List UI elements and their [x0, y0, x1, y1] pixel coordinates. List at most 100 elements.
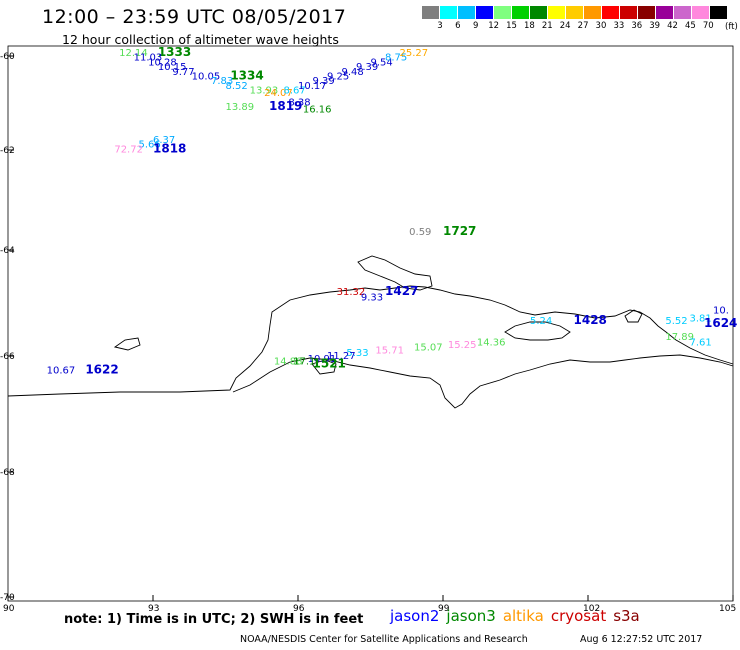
island-peninsula [624, 309, 643, 323]
legend-label-15: 70 [702, 21, 714, 31]
lon-label-0: 90 [3, 604, 15, 614]
lat-label-1: -62 [0, 146, 15, 156]
wave-height-value: 9.54 [371, 57, 393, 68]
pass-time-label: 1624 [704, 316, 737, 330]
wave-height-value: 10.05 [192, 72, 221, 83]
wave-height-value: 10.15 [158, 62, 187, 73]
legend-swatch-10 [602, 6, 620, 19]
legend-label-1: 6 [455, 21, 461, 31]
legend-label-6: 21 [541, 21, 553, 31]
legend-labels: 3 6 9 12 15 18 21 24 27 30 33 36 39 42 45 70 [431, 21, 728, 31]
wave-height-value: 14.36 [477, 337, 506, 348]
wave-height-value: 13.89 [226, 102, 255, 113]
lon-label-4: 102 [583, 604, 600, 614]
credit-line: NOAA/NESDIS Center for Satellite Applica… [240, 634, 528, 645]
lat-label-4: -68 [0, 468, 15, 478]
legend-unit: (ft) [725, 22, 738, 32]
legend-swatch-3 [476, 6, 494, 19]
antarctic-coastline [7, 255, 734, 409]
lon-label-3: 99 [438, 604, 450, 614]
legend-swatch-12 [638, 6, 656, 19]
wave-height-value: 15.25 [448, 340, 477, 351]
legend-swatch-5 [512, 6, 530, 19]
legend-label-5: 18 [523, 21, 535, 31]
island-north [357, 255, 433, 291]
lat-label-2: -64 [0, 246, 15, 256]
wave-height-value: 11.03 [134, 53, 163, 64]
legend-label-14: 45 [685, 21, 696, 31]
island-south [311, 359, 337, 375]
map-frame [7, 45, 734, 602]
sat-cryosat: cryosat [550, 607, 607, 625]
legend-swatch-11 [620, 6, 638, 19]
pass-time-label: 1727 [443, 224, 476, 238]
wave-height-value: 9.48 [342, 67, 364, 78]
pass-time-label: 1521 [313, 357, 346, 371]
pass-time-label: 1334 [230, 69, 263, 83]
wave-height-value: 10.17 [298, 81, 327, 92]
wave-height-value: 24.07 [264, 88, 293, 99]
legend-label-10: 33 [613, 21, 625, 31]
sat-jason2: jason2 [390, 607, 440, 625]
wave-height-value: 31.32 [337, 287, 366, 298]
legend-label-12: 39 [649, 21, 661, 31]
island-west [113, 337, 141, 351]
color-legend: 3 6 9 12 15 18 21 24 27 30 33 36 39 42 45 70 [422, 6, 728, 31]
wave-height-value: 3.81 [690, 314, 712, 325]
wave-height-value: 13.93 [250, 86, 279, 97]
legend-swatch-14 [674, 6, 692, 19]
legend-swatch-15 [692, 6, 710, 19]
legend-swatch-9 [584, 6, 602, 19]
wave-height-value: 5.66 [139, 140, 161, 151]
lat-label-5: -70 [0, 593, 15, 603]
legend-swatch-2 [458, 6, 476, 19]
pass-time-label: 1622 [85, 362, 118, 376]
coastline-main [7, 285, 734, 397]
legend-label-8: 27 [577, 21, 589, 31]
wave-height-value: 10.28 [148, 57, 177, 68]
wave-height-value: 0.59 [409, 227, 431, 238]
wave-height-value: 5.52 [665, 316, 687, 327]
legend-swatch-6 [530, 6, 548, 19]
wave-height-value: 16.16 [303, 104, 332, 115]
wave-height-value: 9.39 [313, 76, 335, 87]
footer-note: note: 1) Time is in UTC; 2) SWH is in fe… [64, 612, 364, 627]
legend-swatches [422, 6, 728, 19]
wave-height-value: 14.88 [274, 357, 303, 368]
pass-time-label: 1427 [385, 284, 418, 298]
wave-height-value: 5.24 [530, 316, 552, 327]
legend-label-0: 3 [437, 21, 443, 31]
island-east [504, 321, 571, 341]
legend-swatch-16 [710, 6, 728, 19]
wave-height-value: 10.91 [308, 354, 337, 365]
wave-height-value: 15.07 [414, 343, 443, 354]
pass-time-label: 1818 [153, 142, 186, 156]
wave-height-value: 9.25 [327, 72, 349, 83]
legend-swatch-13 [656, 6, 674, 19]
wave-height-value: 17.89 [665, 332, 694, 343]
legend-label-4: 15 [506, 21, 517, 31]
sat-altika: altika [502, 607, 544, 625]
legend-label-11: 36 [631, 21, 643, 31]
lon-label-2: 96 [293, 604, 305, 614]
wave-height-value: 5.33 [346, 348, 368, 359]
coastline-shelf [232, 354, 734, 409]
satellite-legend: jason2 jason3 altika cryosat s3a [390, 607, 640, 625]
map-subtitle: 12 hour collection of altimeter wave hei… [62, 32, 339, 47]
wave-height-value: 6.37 [153, 135, 175, 146]
lat-label-0: -60 [0, 52, 15, 62]
wave-height-value: 25.27 [400, 48, 429, 59]
wave-height-value: 9.39 [356, 62, 378, 73]
wave-height-value: 9.77 [172, 67, 194, 78]
wave-height-value: 10.67 [47, 365, 76, 376]
legend-label-9: 30 [595, 21, 607, 31]
wave-height-value: 17.1 [293, 357, 315, 368]
wave-height-value: 8.52 [226, 81, 248, 92]
legend-swatch-4 [494, 6, 512, 19]
wave-height-value: 12.14 [119, 48, 148, 59]
lat-label-3: -66 [0, 352, 15, 362]
pass-time-label: 1819 [269, 99, 302, 113]
legend-label-2: 9 [473, 21, 479, 31]
